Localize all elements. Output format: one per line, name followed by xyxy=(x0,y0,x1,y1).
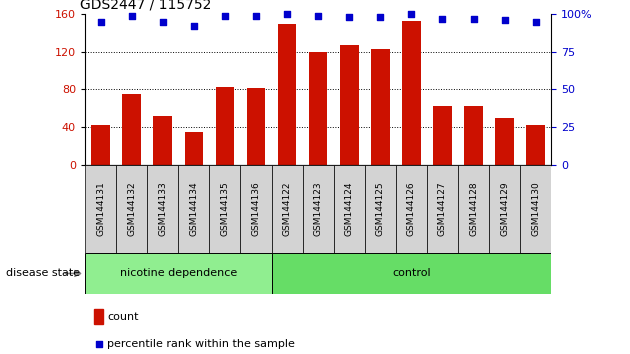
Bar xyxy=(85,165,116,253)
Bar xyxy=(433,106,452,165)
Text: GSM144124: GSM144124 xyxy=(345,182,353,236)
Bar xyxy=(334,165,365,253)
Text: GSM144128: GSM144128 xyxy=(469,182,478,236)
Point xyxy=(251,13,261,18)
Bar xyxy=(209,165,241,253)
Text: GSM144136: GSM144136 xyxy=(251,182,260,236)
Text: GSM144132: GSM144132 xyxy=(127,182,136,236)
Text: GDS2447 / 115752: GDS2447 / 115752 xyxy=(81,0,212,12)
Point xyxy=(158,19,168,24)
Bar xyxy=(464,106,483,165)
Bar xyxy=(241,165,272,253)
Bar xyxy=(302,165,334,253)
Point xyxy=(93,341,103,347)
Text: GSM144129: GSM144129 xyxy=(500,182,509,236)
Bar xyxy=(489,165,520,253)
Bar xyxy=(309,52,328,165)
Point xyxy=(189,23,199,29)
Bar xyxy=(91,125,110,165)
Bar xyxy=(340,45,358,165)
Point xyxy=(127,13,137,18)
Point xyxy=(500,17,510,23)
Bar xyxy=(178,165,209,253)
Text: count: count xyxy=(108,312,139,321)
Text: control: control xyxy=(392,268,431,279)
Bar xyxy=(365,165,396,253)
Point xyxy=(344,14,354,20)
Text: GSM144131: GSM144131 xyxy=(96,182,105,236)
Point xyxy=(437,16,447,22)
Bar xyxy=(402,21,421,165)
Text: GSM144127: GSM144127 xyxy=(438,182,447,236)
Bar xyxy=(247,87,265,165)
Point xyxy=(469,16,479,22)
Bar xyxy=(147,165,178,253)
Text: GSM144125: GSM144125 xyxy=(376,182,385,236)
Point xyxy=(375,14,386,20)
Text: GSM144123: GSM144123 xyxy=(314,182,323,236)
Bar xyxy=(396,165,427,253)
Bar xyxy=(215,87,234,165)
Bar xyxy=(520,165,551,253)
Bar xyxy=(527,125,545,165)
Bar xyxy=(495,118,514,165)
Text: GSM144130: GSM144130 xyxy=(531,182,540,236)
Point xyxy=(96,19,106,24)
Point xyxy=(282,11,292,17)
Bar xyxy=(427,165,458,253)
Text: nicotine dependence: nicotine dependence xyxy=(120,268,237,279)
Bar xyxy=(122,94,141,165)
Bar xyxy=(116,165,147,253)
Text: disease state: disease state xyxy=(6,268,81,279)
Point xyxy=(530,19,541,24)
Point xyxy=(406,11,416,17)
Text: percentile rank within the sample: percentile rank within the sample xyxy=(108,339,295,349)
Bar xyxy=(85,253,272,294)
Text: GSM144122: GSM144122 xyxy=(283,182,292,236)
Bar xyxy=(371,49,389,165)
Text: GSM144135: GSM144135 xyxy=(220,182,229,236)
Text: GSM144126: GSM144126 xyxy=(407,182,416,236)
Bar xyxy=(94,309,103,324)
Bar xyxy=(278,24,296,165)
Text: GSM144134: GSM144134 xyxy=(190,182,198,236)
Point xyxy=(220,13,230,18)
Bar xyxy=(458,165,489,253)
Bar xyxy=(154,116,172,165)
Bar xyxy=(272,253,551,294)
Bar xyxy=(185,132,203,165)
Bar xyxy=(272,165,302,253)
Text: GSM144133: GSM144133 xyxy=(158,182,167,236)
Point xyxy=(313,13,323,18)
